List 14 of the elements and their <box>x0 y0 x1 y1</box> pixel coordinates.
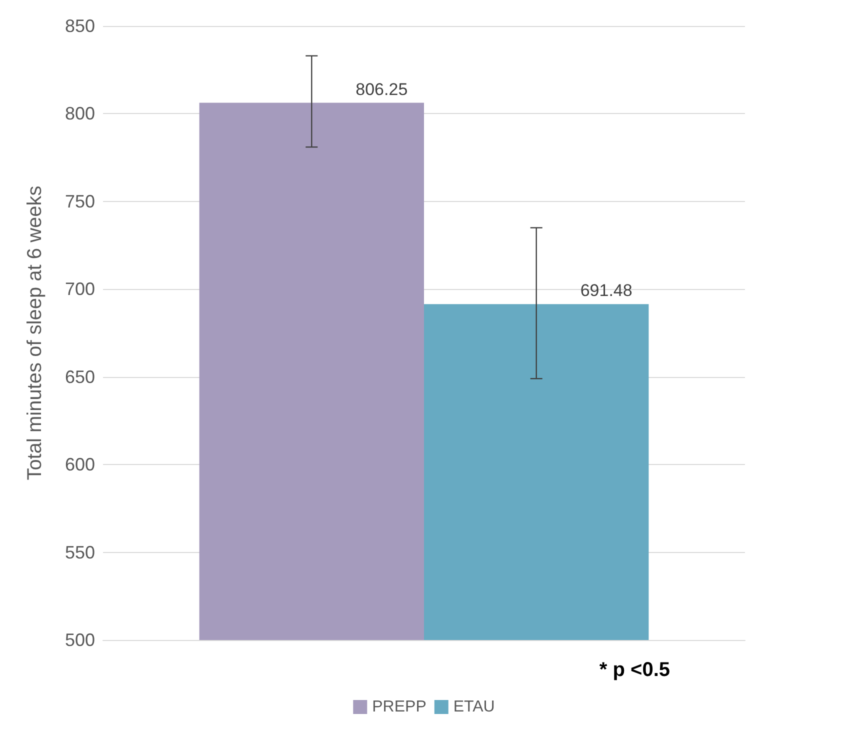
legend-label: PREPP <box>372 698 426 716</box>
y-tick-label: 650 <box>64 366 95 387</box>
legend-label: ETAU <box>453 698 495 716</box>
y-tick-label: 850 <box>64 16 95 36</box>
y-tick-label: 500 <box>64 630 95 650</box>
data-label: 691.48 <box>580 281 632 300</box>
y-axis-title: Total minutes of sleep at 6 weeks <box>24 186 46 480</box>
data-label: 806.25 <box>356 80 408 99</box>
text: * p <0.5 <box>599 659 670 681</box>
y-tick-label: 600 <box>64 454 95 475</box>
y-tick-label: 700 <box>64 279 95 300</box>
y-tick-label: 550 <box>64 542 95 562</box>
y-tick-label: 750 <box>64 191 95 212</box>
y-tick-label: 800 <box>64 104 95 124</box>
